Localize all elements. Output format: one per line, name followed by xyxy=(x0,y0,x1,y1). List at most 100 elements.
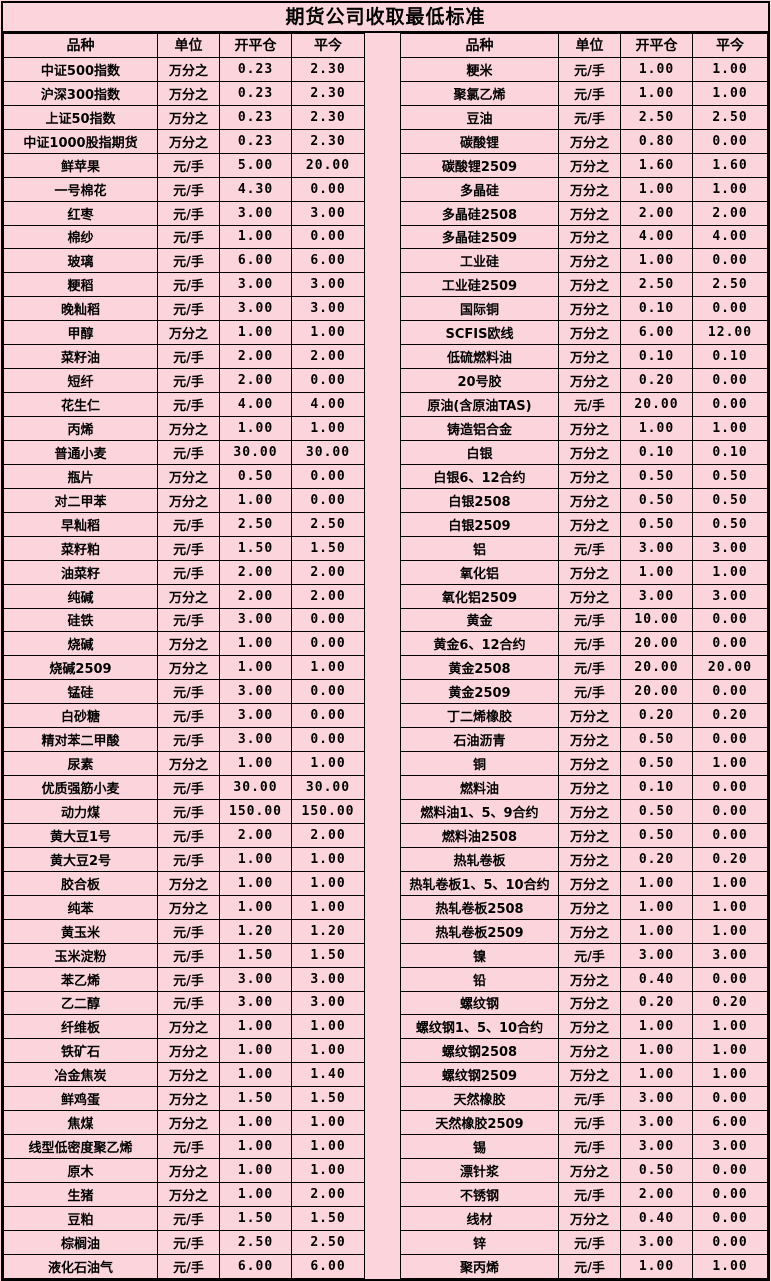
close-today-cell: 2.50 xyxy=(291,511,365,537)
open-close-cell: 2.50 xyxy=(620,104,693,130)
table-row: 铝元/手 3.00 3.00 xyxy=(400,535,768,561)
open-close-cell: 0.10 xyxy=(620,775,693,800)
unit-cell: 万分之 xyxy=(157,1110,220,1136)
table-row: 尿素 万分之 1.00 1.00 xyxy=(3,751,365,777)
close-today-cell: 2.00 xyxy=(291,822,365,848)
table-row: 螺纹钢1、5、10合约 万分之 1.00 1.00 xyxy=(400,1014,768,1040)
table-row: 早籼稻 元/手 2.50 2.50 xyxy=(3,511,365,537)
unit-cell: 万分之 xyxy=(558,320,621,346)
unit-cell: 元/手 xyxy=(558,1110,621,1136)
variety-cell: 锰硅 xyxy=(3,679,158,705)
open-close-cell: 0.23 xyxy=(219,104,292,130)
variety-cell: 生猪 xyxy=(3,1182,158,1207)
table-row: 热轧卷板1、5、10合约 万分之 1.00 1.00 xyxy=(400,870,768,896)
variety-cell: 花生仁 xyxy=(3,392,158,417)
open-close-cell: 3.00 xyxy=(620,1110,693,1136)
variety-cell: 多晶硅 xyxy=(400,176,559,202)
open-close-cell: 0.50 xyxy=(620,463,693,489)
unit-cell: 元/手 xyxy=(157,703,220,729)
variety-cell: 乙二醇 xyxy=(3,990,158,1016)
unit-cell: 万分之 xyxy=(558,1038,621,1064)
open-close-cell: 3.00 xyxy=(620,1134,693,1160)
open-close-cell: 1.00 xyxy=(219,320,292,346)
table-row: 焦煤 万分之 1.00 1.00 xyxy=(3,1110,365,1136)
close-today-cell: 1.00 xyxy=(692,80,768,106)
open-close-cell: 3.00 xyxy=(219,607,292,633)
close-today-cell: 1.00 xyxy=(291,870,365,896)
variety-cell: 优质强筋小麦 xyxy=(3,775,158,800)
close-today-cell: 12.00 xyxy=(692,320,768,346)
table-row: 玉米淀粉 元/手 1.50 1.50 xyxy=(3,942,365,968)
unit-cell: 万分之 xyxy=(558,727,621,753)
variety-cell: 石油沥青 xyxy=(400,727,559,753)
table-row: 黄金6、12合约 元/手 20.00 0.00 xyxy=(400,631,768,657)
open-close-cell: 2.50 xyxy=(620,272,693,298)
open-close-cell: 150.00 xyxy=(219,799,292,824)
close-today-cell: 1.20 xyxy=(291,918,365,944)
variety-cell: 早籼稻 xyxy=(3,511,158,537)
variety-cell: 白银 xyxy=(400,439,559,465)
open-close-cell: 3.00 xyxy=(620,1229,693,1255)
table-row: 黄金2509 元/手 20.00 0.00 xyxy=(400,679,768,705)
variety-cell: 尿素 xyxy=(3,751,158,777)
close-today-cell: 1.00 xyxy=(291,894,365,920)
table-row: 热轧卷板2509 万分之 1.00 1.00 xyxy=(400,918,768,944)
unit-cell: 万分之 xyxy=(558,416,621,441)
variety-cell: 丙烯 xyxy=(3,416,158,441)
unit-cell: 元/手 xyxy=(157,1253,220,1279)
open-close-cell: 1.00 xyxy=(219,1182,292,1207)
table-row: 碳酸锂 万分之 0.80 0.00 xyxy=(400,128,768,154)
open-close-cell: 1.00 xyxy=(219,1038,292,1064)
close-today-cell: 1.00 xyxy=(692,416,768,441)
variety-cell: 黄金 xyxy=(400,607,559,633)
table-row: 甲醇 万分之 1.00 1.00 xyxy=(3,320,365,346)
unit-cell: 元/手 xyxy=(157,607,220,633)
variety-cell: 多晶硅2509 xyxy=(400,224,559,250)
close-today-cell: 0.50 xyxy=(692,511,768,537)
table-row: 豆粕 元/手 1.50 1.50 xyxy=(3,1205,365,1231)
unit-cell: 元/手 xyxy=(558,1253,621,1279)
close-today-cell: 3.00 xyxy=(692,583,768,609)
open-close-cell: 0.23 xyxy=(219,56,292,82)
variety-cell: 玻璃 xyxy=(3,248,158,274)
variety-cell: 聚丙烯 xyxy=(400,1253,559,1279)
table-row: 粳稻 元/手 3.00 3.00 xyxy=(3,272,365,298)
unit-cell: 元/手 xyxy=(157,224,220,250)
table-row: 纯苯 万分之 1.00 1.00 xyxy=(3,894,365,920)
close-today-cell: 2.50 xyxy=(291,1229,365,1255)
close-today-cell: 1.00 xyxy=(291,1134,365,1160)
variety-cell: 豆油 xyxy=(400,104,559,130)
open-close-cell: 1.00 xyxy=(620,870,693,896)
variety-cell: 锡 xyxy=(400,1134,559,1160)
close-today-cell: 2.30 xyxy=(291,80,365,106)
fee-table-left: 品种 单位 开平仓 平今 中证500指数 万分之 0.23 2.30 沪深300指数 万分之 0.2… xyxy=(3,33,365,1279)
close-today-cell: 0.00 xyxy=(692,368,768,394)
column-header-open-close: 开平仓 xyxy=(219,33,292,58)
unit-cell: 元/手 xyxy=(157,822,220,848)
close-today-cell: 1.00 xyxy=(692,870,768,896)
variety-cell: 沪深300指数 xyxy=(3,80,158,106)
table-row: SCFIS欧线 万分之 6.00 12.00 xyxy=(400,320,768,346)
unit-cell: 万分之 xyxy=(157,320,220,346)
unit-cell: 万分之 xyxy=(558,703,621,729)
unit-cell: 万分之 xyxy=(558,176,621,202)
open-close-cell: 1.00 xyxy=(620,80,693,106)
close-today-cell: 0.00 xyxy=(692,775,768,800)
variety-cell: 不锈钢 xyxy=(400,1182,559,1207)
table-row: 丙烯 万分之 1.00 1.00 xyxy=(3,416,365,441)
variety-cell: 中证500指数 xyxy=(3,56,158,82)
open-close-cell: 1.00 xyxy=(219,870,292,896)
unit-cell: 元/手 xyxy=(157,559,220,585)
table-row: 普通小麦 元/手 30.00 30.00 xyxy=(3,439,365,465)
open-close-cell: 1.00 xyxy=(620,1038,693,1064)
open-close-cell: 6.00 xyxy=(219,248,292,274)
open-close-cell: 6.00 xyxy=(219,1253,292,1279)
table-row: 螺纹钢 万分之 0.20 0.20 xyxy=(400,990,768,1016)
unit-cell: 万分之 xyxy=(558,918,621,944)
tables-row: 品种 单位 开平仓 平今 中证500指数 万分之 0.23 2.30 沪深300指数 万分之 0.2… xyxy=(3,33,768,1279)
unit-cell: 元/手 xyxy=(157,368,220,394)
close-today-cell: 0.00 xyxy=(291,463,365,489)
close-today-cell: 0.00 xyxy=(692,248,768,274)
close-today-cell: 0.00 xyxy=(692,799,768,824)
unit-cell: 万分之 xyxy=(558,128,621,154)
